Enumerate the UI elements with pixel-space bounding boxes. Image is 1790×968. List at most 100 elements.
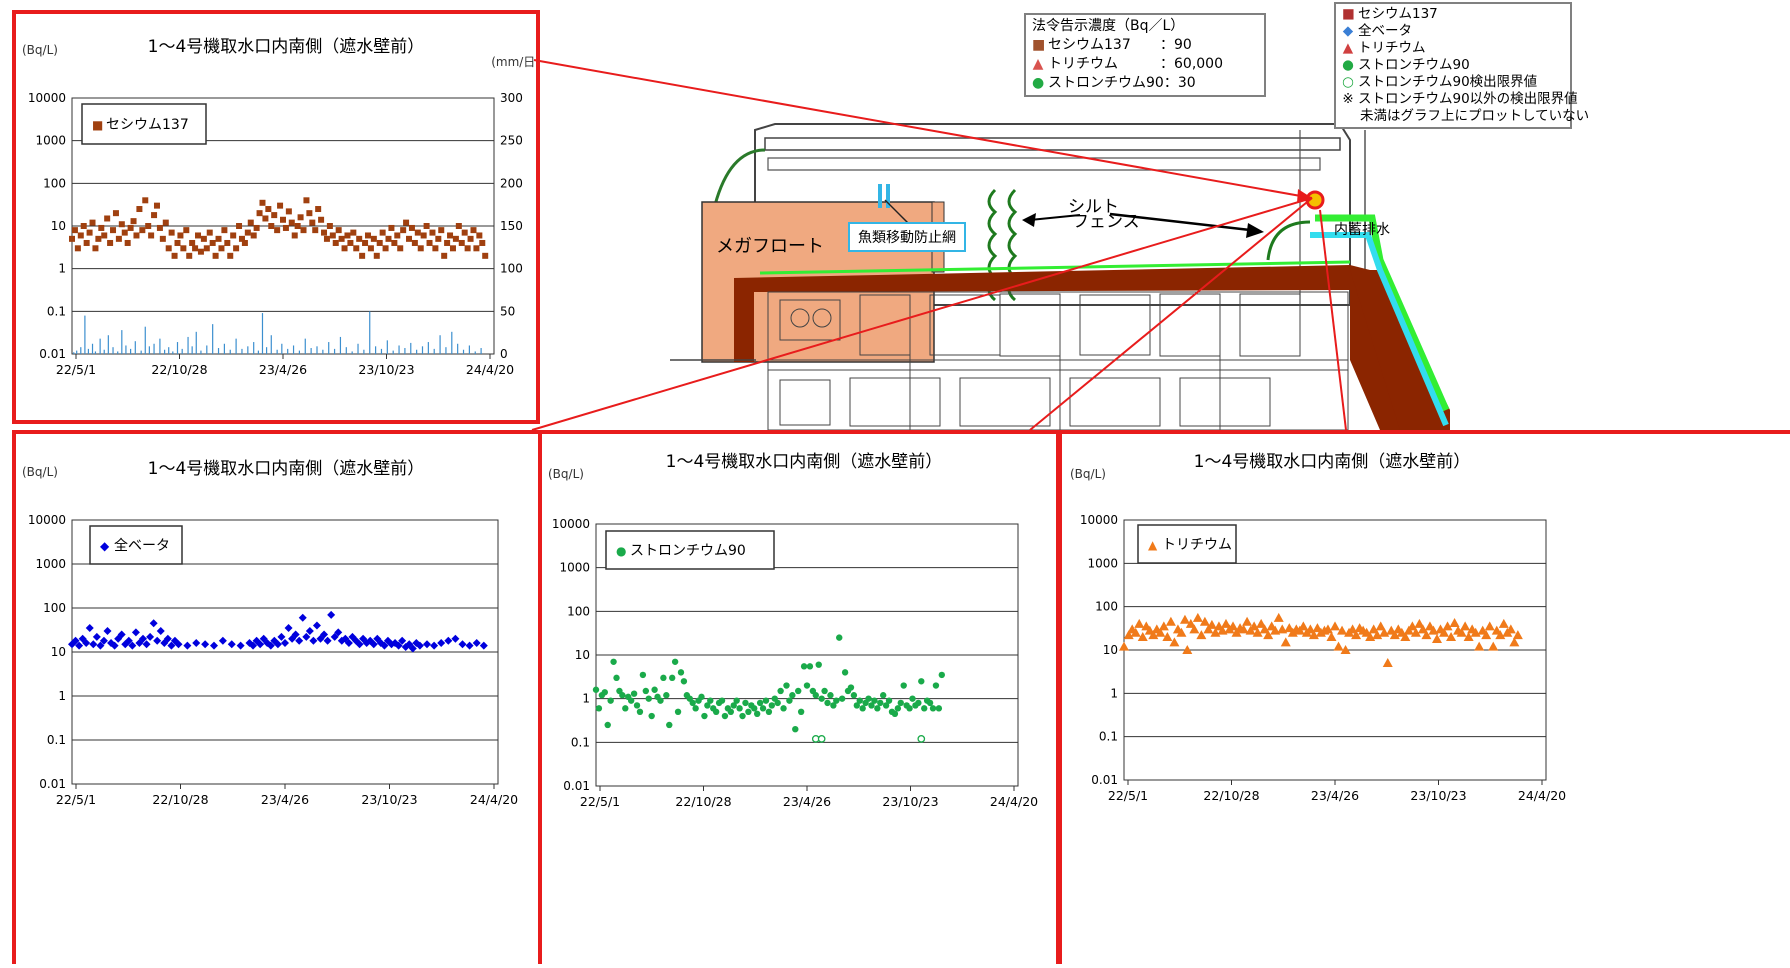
silt-fence-label-2: フェンス <box>1072 212 1140 232</box>
data-point <box>668 674 676 682</box>
data-point <box>139 227 146 234</box>
data-point <box>874 705 881 712</box>
legend-label: セシウム137 <box>106 117 189 133</box>
y-tick-label: 10 <box>51 219 66 233</box>
data-point <box>482 252 489 259</box>
data-point <box>595 705 603 712</box>
y2-tick-label: 0 <box>500 347 508 361</box>
data-point <box>792 725 799 733</box>
data-point <box>730 702 737 709</box>
x-tick-label: 24/4/20 <box>466 362 514 377</box>
regulatory-row-tritium: ▲ トリチウム ：60,000 <box>1032 55 1258 74</box>
data-point <box>663 692 670 699</box>
data-point <box>745 708 752 716</box>
detection-limit-point <box>917 735 926 743</box>
y-tick-label: 1 <box>58 262 66 276</box>
data-point <box>227 640 236 649</box>
data-point <box>1382 658 1393 668</box>
y-tick-label: 0.01 <box>563 779 590 793</box>
legend-label: 全ベータ <box>114 537 170 554</box>
square-marker-icon: ■ <box>1342 6 1355 22</box>
data-point <box>636 708 644 716</box>
x-tick-label: 23/4/26 <box>783 794 831 809</box>
regulatory-value: ：60,000 <box>1160 56 1223 72</box>
data-point <box>1484 621 1495 631</box>
data-point <box>201 640 210 649</box>
data-point <box>256 640 265 649</box>
data-point <box>71 636 80 645</box>
legend-note-line2: 未満はグラフ上にプロットしていない <box>1360 108 1590 124</box>
y2-tick-label: 100 <box>500 262 523 276</box>
data-point <box>259 199 266 206</box>
legend-row-sr90-limit: ○ ストロンチウム90検出限界値 <box>1342 74 1564 91</box>
open-circle-marker-icon: ○ <box>1342 74 1354 90</box>
data-point <box>355 640 364 649</box>
data-point <box>362 239 369 246</box>
y2-axis-label: (mm/日) <box>491 55 536 69</box>
data-point <box>387 640 396 649</box>
data-point <box>1509 637 1520 647</box>
data-point <box>1158 621 1169 631</box>
data-point <box>437 639 446 648</box>
x-tick-label: 22/10/28 <box>1203 788 1259 803</box>
data-point <box>282 224 289 231</box>
data-point <box>1330 621 1340 631</box>
data-point <box>721 712 729 720</box>
data-point <box>1231 627 1242 637</box>
y-tick-label: 0.1 <box>1099 730 1118 744</box>
data-point <box>592 686 600 693</box>
data-point <box>224 239 231 246</box>
data-point <box>1165 616 1176 626</box>
data-point <box>1270 625 1281 635</box>
y-tick-label: 0.01 <box>1091 773 1118 787</box>
legend-label: トリチウム <box>1162 537 1232 553</box>
data-point <box>274 227 281 234</box>
data-point <box>121 640 130 649</box>
data-point <box>435 235 442 242</box>
data-point <box>206 229 213 236</box>
data-point <box>379 229 386 236</box>
data-point <box>1277 624 1288 634</box>
legend-row-tritium: ▲ トリチウム <box>1342 40 1564 57</box>
data-point <box>938 671 946 679</box>
data-point <box>921 705 928 712</box>
data-point <box>473 245 480 252</box>
data-point <box>183 227 190 234</box>
data-point <box>370 235 377 242</box>
data-point <box>344 639 353 648</box>
data-point <box>1460 621 1471 631</box>
data-point <box>426 239 433 246</box>
data-point <box>464 245 471 252</box>
data-point <box>174 640 183 649</box>
data-point <box>1220 618 1231 628</box>
data-point <box>1449 617 1460 627</box>
data-point <box>130 218 137 225</box>
data-point <box>850 692 858 699</box>
cesium-chart: 1～4号機取水口内南側（遮水壁前）(Bq/L)(mm/日)10000100010… <box>22 37 536 377</box>
data-point <box>765 708 773 716</box>
data-point <box>423 640 431 649</box>
data-point <box>414 229 421 236</box>
data-point <box>74 245 81 252</box>
data-point <box>642 687 650 695</box>
data-point <box>1134 618 1145 628</box>
data-point <box>639 671 647 679</box>
data-point <box>69 235 75 242</box>
data-point <box>438 227 445 234</box>
data-point <box>300 227 307 234</box>
data-point <box>133 232 140 239</box>
data-point <box>444 239 451 246</box>
data-point <box>1417 624 1428 634</box>
data-point <box>818 695 825 702</box>
data-point <box>406 235 413 242</box>
data-point <box>353 245 360 252</box>
data-point <box>241 239 248 246</box>
data-point <box>1375 621 1386 631</box>
data-point <box>447 232 454 239</box>
data-point <box>110 641 119 650</box>
y-axis-label: (Bq/L) <box>22 465 58 479</box>
data-point <box>245 639 254 648</box>
legend-marker-icon: ● <box>616 544 626 558</box>
data-point <box>71 227 78 234</box>
data-point <box>894 705 902 712</box>
